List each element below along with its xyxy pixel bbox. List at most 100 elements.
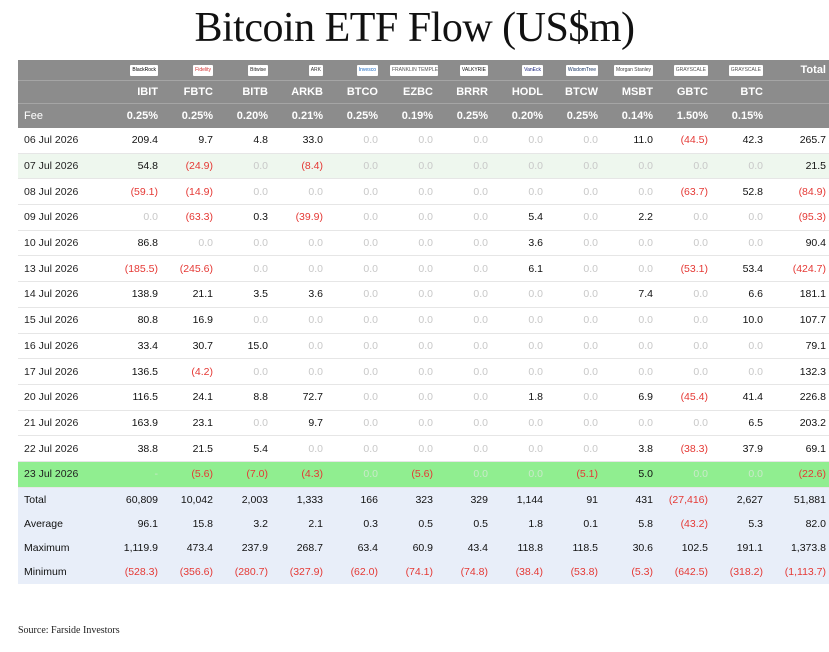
issuer-logo-row: BlackRock Fidelity Bitwise ARK Invesco FRANKL… — [18, 60, 829, 81]
flow-cell: 0.0 — [494, 281, 549, 308]
table-row: 17 Jul 2026 136.5 (4.2) 0.0 0.0 0.0 0.0 0.0 0.0 0… — [18, 358, 829, 385]
table-row: 20 Jul 2026 116.5 24.1 8.8 72.7 0.0 0.0 0.0 1.8 0… — [18, 384, 829, 411]
date-cell: 21 Jul 2026 — [18, 410, 109, 437]
flow-cell: 0.0 — [439, 461, 494, 488]
fee-cell: 0.20% — [494, 103, 549, 128]
flow-cell: 163.9 — [109, 410, 164, 437]
flow-cell: 0.0 — [384, 230, 439, 257]
summary-cell: 60.9 — [384, 535, 439, 560]
flow-cell: 0.0 — [384, 358, 439, 385]
ticker-header: ARKB — [274, 80, 329, 104]
flow-cell: 42.3 — [714, 128, 769, 154]
flow-cell: (63.7) — [659, 178, 714, 206]
flow-cell: (4.2) — [164, 358, 219, 385]
summary-cell: (5.3) — [604, 559, 659, 584]
flow-cell: (59.1) — [109, 178, 164, 206]
flow-cell: 0.0 — [714, 153, 769, 180]
flow-cell: 6.1 — [494, 255, 549, 283]
flow-cell: 9.7 — [164, 128, 219, 154]
flow-cell: 0.0 — [219, 358, 274, 385]
date-cell: 22 Jul 2026 — [18, 435, 109, 462]
summary-cell: 30.6 — [604, 535, 659, 560]
flow-cell: 0.0 — [384, 178, 439, 206]
summary-cell: (38.4) — [494, 559, 549, 584]
row-total-cell: 21.5 — [769, 153, 829, 180]
flow-cell: 0.0 — [659, 153, 714, 180]
flow-cell: 0.0 — [659, 204, 714, 231]
flow-cell: 6.5 — [714, 410, 769, 437]
table-row: 06 Jul 2026 209.4 9.7 4.8 33.0 0.0 0.0 0.0 0.0 0.… — [18, 128, 829, 154]
flow-cell: 0.0 — [439, 153, 494, 180]
summary-row: Average 96.1 15.8 3.2 2.1 0.3 0.5 0.5 1.8 0.1 5.8(… — [18, 511, 829, 536]
flow-cell: 23.1 — [164, 410, 219, 437]
summary-cell: (27,416) — [659, 487, 714, 512]
flow-cell: 0.0 — [604, 307, 659, 334]
summary-label: Minimum — [18, 559, 109, 584]
issuer-logo: Invesco — [356, 64, 378, 76]
summary-cell: (528.3) — [109, 559, 164, 584]
summary-cell: (43.2) — [659, 511, 714, 536]
date-cell: 17 Jul 2026 — [18, 358, 109, 385]
summary-cell: 91 — [549, 487, 604, 512]
flow-cell: 0.0 — [329, 178, 384, 206]
flow-cell: (14.9) — [164, 178, 219, 206]
row-total-cell: 107.7 — [769, 307, 829, 334]
flow-cell: (5.6) — [164, 461, 219, 488]
flow-cell: 0.0 — [714, 461, 769, 488]
ticker-header: GBTC — [659, 80, 714, 104]
flow-cell: (44.5) — [659, 128, 714, 154]
summary-cell: (53.8) — [549, 559, 604, 584]
summary-row: Maximum 1,119.9 473.4 237.9 268.7 63.4 60.9 43.… — [18, 535, 829, 560]
flow-cell: 0.0 — [219, 307, 274, 334]
flow-cell: 72.7 — [274, 384, 329, 411]
summary-label: Maximum — [18, 535, 109, 560]
summary-cell: 2,627 — [714, 487, 769, 512]
table-row: 07 Jul 2026 54.8 (24.9) 0.0 (8.4) 0.0 0.0 0.0 0.… — [18, 153, 829, 180]
ticker-header: EZBC — [384, 80, 439, 104]
row-total-cell: 69.1 — [769, 435, 829, 462]
summary-cell: (356.6) — [164, 559, 219, 584]
date-cell: 13 Jul 2026 — [18, 255, 109, 283]
summary-cell: 2.1 — [274, 511, 329, 536]
flow-cell: 0.0 — [494, 435, 549, 462]
ticker-header: HODL — [494, 80, 549, 104]
flow-cell: 0.0 — [549, 281, 604, 308]
summary-cell: (62.0) — [329, 559, 384, 584]
summary-cell: 43.4 — [439, 535, 494, 560]
flow-cell: 86.8 — [109, 230, 164, 257]
issuer-logo-cell: WisdomTree — [549, 60, 604, 81]
table-row: 13 Jul 2026 (185.5) (245.6) 0.0 0.0 0.0 0.0 0.0… — [18, 255, 829, 283]
flow-cell: 0.0 — [274, 435, 329, 462]
flow-cell: 3.6 — [494, 230, 549, 257]
summary-cell: 15.8 — [164, 511, 219, 536]
flow-cell: 0.0 — [549, 178, 604, 206]
flow-cell: 0.0 — [549, 128, 604, 154]
flow-cell: 0.0 — [329, 204, 384, 231]
flow-cell: 0.0 — [329, 281, 384, 308]
flow-cell: 0.0 — [439, 230, 494, 257]
flow-cell: 0.0 — [329, 461, 384, 488]
issuer-logo-cell: Fidelity — [164, 60, 219, 81]
flow-cell: 0.0 — [329, 255, 384, 283]
flow-cell: 0.0 — [549, 204, 604, 231]
ticker-row-label — [18, 80, 109, 104]
date-cell: 16 Jul 2026 — [18, 333, 109, 360]
fee-total-empty — [769, 103, 829, 128]
flow-cell: (45.4) — [659, 384, 714, 411]
flow-cell: 0.0 — [439, 204, 494, 231]
flow-cell: 0.0 — [659, 281, 714, 308]
summary-cell: 431 — [604, 487, 659, 512]
summary-label: Total — [18, 487, 109, 512]
row-total-cell: (22.6) — [769, 461, 829, 488]
flow-cell: 0.0 — [274, 230, 329, 257]
flow-cell: 0.0 — [439, 410, 494, 437]
flow-cell: 30.7 — [164, 333, 219, 360]
flow-cell: 0.0 — [714, 230, 769, 257]
summary-cell: 0.1 — [549, 511, 604, 536]
summary-total-cell: 51,881 — [769, 487, 829, 512]
row-total-cell: 265.7 — [769, 128, 829, 154]
summary-cell: 118.8 — [494, 535, 549, 560]
issuer-logo: VanEck — [522, 64, 543, 76]
flow-cell: 0.0 — [329, 358, 384, 385]
flow-cell: 0.0 — [109, 204, 164, 231]
